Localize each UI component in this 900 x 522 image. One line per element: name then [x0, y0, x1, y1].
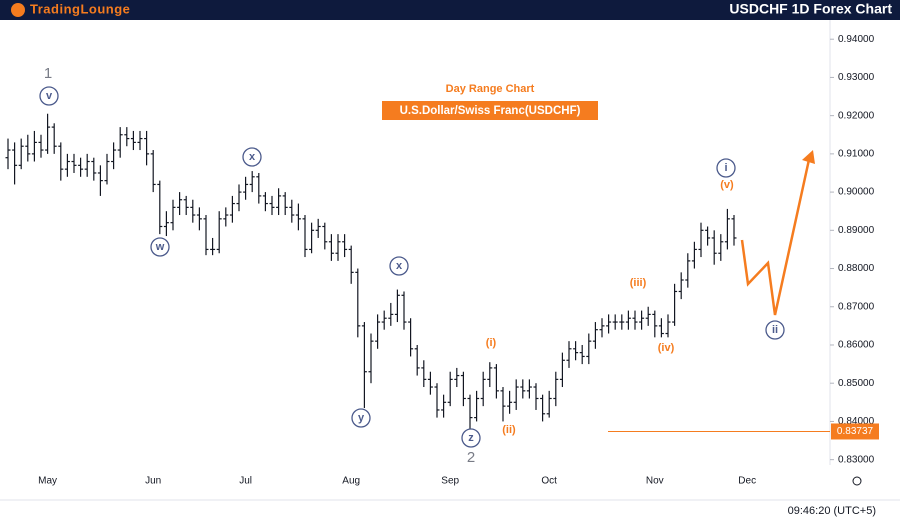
wave-label: 1: [44, 65, 52, 82]
y-tick-label: 0.89000: [838, 225, 875, 236]
wave-label: (iv): [658, 342, 675, 354]
wave-circle: [150, 237, 170, 257]
projection: [740, 150, 815, 316]
wave-label: (iii): [630, 277, 647, 289]
wave-label: (v): [720, 179, 734, 191]
wave-label: w: [155, 241, 165, 253]
y-tick-label: 0.85000: [838, 378, 875, 389]
x-tick-label: Oct: [541, 476, 557, 487]
chart-subtitle: U.S.Dollar/Swiss Franc(USDCHF): [400, 105, 581, 117]
wave-label: i: [724, 162, 727, 174]
header-title: USDCHF 1D Forex Chart: [729, 1, 892, 17]
y-tick-label: 0.87000: [838, 301, 875, 312]
y-tick-label: 0.88000: [838, 263, 875, 274]
x-tick-label: Dec: [738, 476, 756, 487]
x-tick-label: Nov: [646, 476, 664, 487]
x-tick-label: May: [38, 476, 57, 487]
y-tick-label: 0.91000: [838, 149, 875, 160]
y-tick-label: 0.84000: [838, 416, 875, 427]
logo: TradingLounge: [30, 1, 130, 16]
wave-circle: [351, 408, 371, 428]
y-tick-label: 0.92000: [838, 110, 875, 121]
y-tick-label: 0.90000: [838, 187, 875, 198]
wave-label: 2: [467, 449, 475, 466]
wave-label: z: [468, 432, 474, 444]
wave-label: y: [358, 412, 365, 424]
x-tick-label: Aug: [342, 476, 360, 487]
y-tick-label: 0.86000: [838, 340, 875, 351]
x-tick-label: Sep: [441, 476, 459, 487]
header-bar: [0, 0, 900, 20]
price-label-box: [831, 423, 879, 440]
wave-circle: [765, 320, 785, 340]
x-tick-label: Jun: [145, 476, 161, 487]
chart-title: Day Range Chart: [446, 83, 535, 95]
projection-arrowhead: [802, 150, 815, 164]
y-tick-label: 0.94000: [838, 34, 875, 45]
wave-label: x: [249, 151, 256, 163]
logo-icon: [11, 3, 25, 17]
wave-circle: [716, 158, 736, 178]
price-label: 0.83737: [837, 426, 874, 437]
wave-label: ii: [772, 324, 778, 336]
wave-label: (i): [486, 337, 497, 349]
y-tick-label: 0.93000: [838, 72, 875, 83]
wave-label: x: [396, 260, 403, 272]
wave-label: v: [46, 90, 53, 102]
y-tick-label: 0.83000: [838, 454, 875, 465]
projection-path: [740, 154, 812, 316]
wave-circle: [389, 256, 409, 276]
wave-circle: [39, 86, 59, 106]
wave-circle: [461, 428, 481, 448]
wave-circle: [242, 147, 262, 167]
clock: 09:46:20 (UTC+5): [788, 505, 876, 517]
subtitle-box: [382, 101, 598, 120]
settings-icon[interactable]: [852, 476, 862, 486]
wave-label: (ii): [502, 424, 516, 436]
x-tick-label: Jul: [239, 476, 252, 487]
